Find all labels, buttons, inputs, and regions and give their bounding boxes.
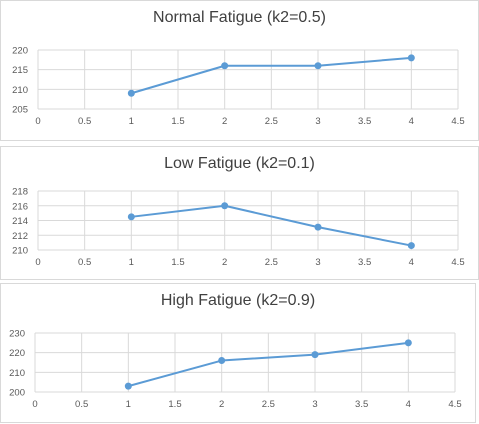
chart-panel-normal-fatigue: Normal Fatigue (k2=0.5) 0 0.5 1 1.5 2 2.5 3 3.5… bbox=[0, 0, 479, 141]
x-tick-label: 3.5 bbox=[355, 399, 368, 410]
series-line bbox=[131, 204, 412, 247]
data-point bbox=[311, 351, 319, 359]
x-tick-label: 2 bbox=[222, 257, 227, 268]
x-tick-label: 0 bbox=[35, 257, 40, 268]
y-tick-label: 205 bbox=[12, 105, 28, 116]
x-tick-label: 0.5 bbox=[78, 116, 91, 127]
data-point bbox=[221, 62, 229, 70]
data-point bbox=[407, 54, 415, 62]
data-point bbox=[314, 62, 322, 70]
y-tick-label: 215 bbox=[12, 65, 28, 76]
y-tick-label: 218 bbox=[12, 187, 28, 198]
chart-panel-low-fatigue: Low Fatigue (k2=0.1) 0 0.5 1 1.5 2 2.5 3 3.5 4 4.… bbox=[0, 146, 479, 280]
x-tick-label: 2.5 bbox=[265, 116, 278, 127]
x-tick-label: 4.5 bbox=[451, 257, 464, 268]
x-tick-label: 2 bbox=[219, 399, 224, 410]
series-line bbox=[128, 341, 409, 388]
x-tick-label: 1 bbox=[129, 257, 134, 268]
x-tick-label: 3 bbox=[312, 399, 317, 410]
y-tick-label: 220 bbox=[9, 348, 25, 359]
x-tick-label: 1.5 bbox=[168, 399, 181, 410]
x-tick-label: 2.5 bbox=[262, 399, 275, 410]
y-tick-label: 216 bbox=[12, 201, 28, 212]
data-point bbox=[127, 213, 135, 221]
data-point bbox=[404, 339, 412, 347]
x-tick-label: 4.5 bbox=[451, 116, 464, 127]
y-tick-label: 214 bbox=[12, 216, 28, 227]
x-tick-label: 3.5 bbox=[358, 257, 371, 268]
x-tick-label: 0.5 bbox=[78, 257, 91, 268]
data-point bbox=[221, 202, 229, 210]
y-tick-label: 230 bbox=[9, 329, 25, 340]
chart-title: High Fatigue (k2=0.9) bbox=[160, 292, 316, 309]
y-tick-label: 210 bbox=[9, 368, 25, 379]
chart-title: Normal Fatigue (k2=0.5) bbox=[153, 9, 326, 26]
data-point bbox=[407, 242, 415, 250]
data-point bbox=[314, 223, 322, 231]
x-tick-label: 2.5 bbox=[265, 257, 278, 268]
x-tick-label: 0 bbox=[32, 399, 37, 410]
chart-plot-low-fatigue: 0 0.5 1 1.5 2 2.5 3 3.5 4 4.5 210 212 214 216 218 bbox=[12, 187, 464, 269]
series-line bbox=[131, 56, 412, 95]
x-tick-label: 3 bbox=[315, 257, 320, 268]
x-tick-label: 4.5 bbox=[448, 399, 461, 410]
x-tick-label: 4 bbox=[406, 399, 411, 410]
x-tick-label: 0 bbox=[35, 116, 40, 127]
chart-panel-high-fatigue: High Fatigue (k2=0.9) 0 0.5 1 1.5 2 2.5 3 3.5 4 4… bbox=[0, 283, 476, 423]
x-tick-label: 0.5 bbox=[75, 399, 88, 410]
data-point bbox=[218, 357, 226, 365]
x-tick-label: 1 bbox=[126, 399, 131, 410]
y-tick-label: 200 bbox=[9, 388, 25, 399]
y-tick-label: 212 bbox=[12, 231, 28, 242]
x-tick-label: 4 bbox=[409, 116, 414, 127]
y-tick-label: 210 bbox=[12, 246, 28, 257]
chart-plot-normal-fatigue: 0 0.5 1 1.5 2 2.5 3 3.5 4 4.5 205 210 215 220 bbox=[12, 46, 464, 128]
x-tick-label: 1.5 bbox=[171, 116, 184, 127]
data-point bbox=[127, 89, 135, 97]
x-tick-label: 1.5 bbox=[171, 257, 184, 268]
x-tick-label: 4 bbox=[409, 257, 414, 268]
chart-title: Low Fatigue (k2=0.1) bbox=[164, 155, 315, 172]
chart-plot-high-fatigue: 0 0.5 1 1.5 2 2.5 3 3.5 4 4.5 200 210 220 230 bbox=[9, 329, 461, 411]
data-point bbox=[124, 382, 132, 390]
x-tick-label: 1 bbox=[129, 116, 134, 127]
x-tick-label: 3 bbox=[315, 116, 320, 127]
y-tick-label: 220 bbox=[12, 46, 28, 57]
x-tick-label: 3.5 bbox=[358, 116, 371, 127]
x-tick-label: 2 bbox=[222, 116, 227, 127]
y-tick-label: 210 bbox=[12, 85, 28, 96]
